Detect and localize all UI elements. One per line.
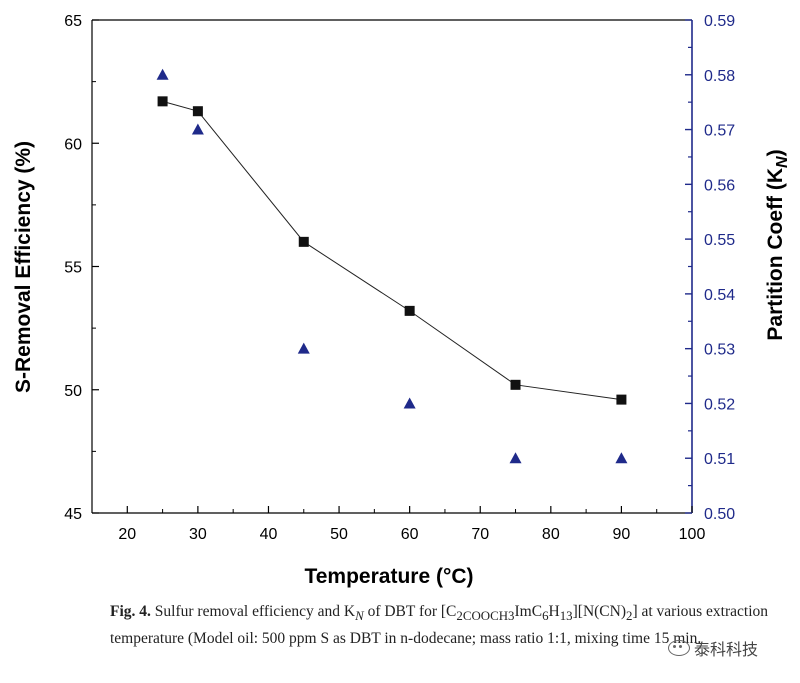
efficiency-point: [404, 305, 415, 316]
x-axis-title: Temperature (°C): [304, 565, 473, 588]
y-axis-title: S-Removal Efficiency (%): [12, 141, 35, 393]
y-tick-label: 65: [64, 13, 82, 30]
x-tick-label: 60: [401, 526, 419, 543]
partition-coeff-point: [403, 397, 416, 409]
partition-coeff-point: [297, 342, 310, 354]
partition-coeff-point: [615, 452, 628, 464]
partition-coeff-point: [191, 123, 204, 135]
caption-sub-3: 6: [542, 608, 549, 624]
y2-tick-label: 0.52: [704, 396, 735, 413]
caption-text-6: ] at various extraction temperature (Mod…: [110, 603, 769, 648]
efficiency-point: [157, 96, 168, 107]
chart: 20 30 40 50 60 70 80 90 100 45 50 55 60 65 0.50 0.51 0.5…: [12, 13, 791, 588]
partition-coeff-point: [509, 452, 522, 464]
wechat-icon: [668, 640, 690, 656]
watermark-text: 泰科科技: [694, 640, 759, 659]
x-tick-label: 90: [613, 526, 631, 543]
y2-tick-label: 0.56: [704, 177, 735, 194]
efficiency-point: [510, 379, 521, 390]
y2-tick-label: 0.59: [704, 13, 735, 30]
efficiency-point: [298, 236, 309, 247]
y-tick-label: 50: [64, 383, 82, 400]
caption-sub-5: 2: [626, 608, 633, 624]
efficiency-point: [192, 106, 203, 117]
caption-label: Fig. 4.: [110, 603, 151, 620]
efficiency-line: [162, 100, 622, 401]
figure-caption: Fig. 4. Sulfur removal efficiency and KN…: [110, 600, 780, 650]
x-tick-label: 80: [542, 526, 560, 543]
efficiency-point: [616, 394, 627, 405]
y2-tick-label: 0.50: [704, 506, 735, 523]
x-tick-label: 40: [260, 526, 278, 543]
x-tick-label: 30: [189, 526, 207, 543]
x-tick-label: 20: [118, 526, 136, 543]
axes: 20 30 40 50 60 70 80 90 100 45 50 55 60 65 0.50 0.51 0.5…: [64, 13, 735, 543]
caption-sub-4: 13: [559, 608, 573, 624]
series-marks: [156, 68, 628, 464]
y-tick-label: 60: [64, 136, 82, 153]
x-tick-label: 100: [679, 526, 706, 543]
caption-text-4: H: [548, 603, 560, 620]
series-0-line: [162, 100, 622, 401]
y2-tick-label: 0.58: [704, 68, 735, 85]
y2-axis-title-main: Partition Coeff (K: [764, 168, 787, 341]
y2-axis-title: Partition Coeff (KN): [764, 149, 791, 340]
x-tick-label: 50: [330, 526, 348, 543]
caption-text-3: ImC: [514, 603, 543, 620]
caption-text-2: of DBT for [C: [363, 603, 457, 620]
caption-sub-2: 2COOCH3: [456, 608, 515, 624]
y-tick-label: 55: [64, 260, 82, 277]
caption-text: Sulfur removal efficiency and K: [154, 603, 356, 620]
partition-coeff-point: [156, 68, 169, 80]
y2-tick-label: 0.54: [704, 287, 735, 304]
y-tick-label: 45: [64, 506, 82, 523]
y2-tick-label: 0.53: [704, 342, 735, 359]
y2-tick-label: 0.51: [704, 451, 735, 468]
y2-axis-title-sub: N: [774, 156, 791, 168]
y2-tick-label: 0.55: [704, 232, 735, 249]
x-tick-label: 70: [471, 526, 489, 543]
y2-axis-title-close: ): [764, 149, 787, 156]
y2-tick-label: 0.57: [704, 123, 735, 140]
watermark: 泰科科技: [668, 636, 758, 660]
caption-sub-kn: N: [355, 608, 364, 624]
caption-text-5: ][N(CN): [572, 603, 626, 620]
